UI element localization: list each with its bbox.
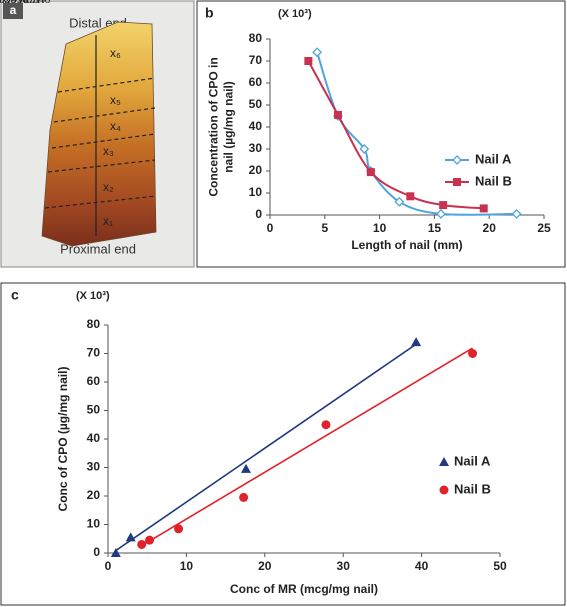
- x-axis-title: Conc of MR (mcg/mg nail): [230, 582, 378, 596]
- y-tick-label: 50: [87, 403, 101, 417]
- y-tick-label: 40: [249, 119, 263, 133]
- segment-label: x₂: [103, 180, 114, 194]
- multiplier: (X 10³): [278, 8, 312, 20]
- point: [125, 532, 136, 542]
- point: [174, 524, 184, 534]
- segment-label: x₁: [103, 214, 113, 228]
- segment-label: x₄: [110, 119, 121, 133]
- legend-marker: [453, 178, 461, 186]
- trendline-equation: y = 1.6436x - 4.517: [0, 0, 47, 6]
- y-tick-label: 20: [87, 488, 101, 502]
- trendline-r2: R² = 0.9894: [0, 0, 29, 6]
- point: [333, 110, 342, 119]
- point: [406, 192, 415, 201]
- x-tick-label: 20: [483, 221, 497, 235]
- y-tick-label: 80: [249, 31, 263, 45]
- point: [468, 349, 478, 358]
- point: [137, 539, 147, 549]
- y-tick-label: 0: [93, 545, 100, 559]
- y-tick-label: 10: [249, 185, 263, 199]
- panel-label-box: [3, 3, 23, 19]
- y-tick-label: 20: [249, 163, 263, 177]
- point: [110, 548, 121, 557]
- point: [240, 463, 251, 473]
- point: [359, 144, 370, 154]
- panel-frame: [196, 0, 566, 268]
- x-tick-label: 30: [337, 559, 351, 573]
- y-tick-label: 60: [87, 374, 101, 388]
- panel-label: c: [11, 287, 19, 303]
- x-tick-label: 0: [105, 559, 112, 573]
- x-tick-label: 40: [415, 559, 429, 573]
- x-tick-label: 0: [267, 221, 274, 235]
- point: [479, 204, 488, 213]
- x-tick-label: 10: [373, 221, 387, 235]
- multiplier: (X 10³): [76, 290, 110, 302]
- y-axis-title: nail (µg/mg nail): [222, 81, 236, 173]
- trendline-r2: R² = 0.9978: [0, 0, 29, 6]
- y-axis-title: Conc of CPO (µg/mg nail): [56, 367, 70, 512]
- y-axis-title: Concentration of CPO in: [207, 57, 221, 196]
- point: [145, 535, 155, 545]
- point: [312, 47, 323, 58]
- point: [304, 57, 313, 65]
- panel-label: a: [10, 3, 17, 17]
- x-tick-label: 5: [321, 221, 328, 235]
- point: [239, 492, 249, 502]
- y-tick-label: 0: [255, 207, 262, 221]
- segment-label: x₅: [110, 93, 121, 107]
- legend-marker: [452, 155, 462, 165]
- nail: [41, 21, 157, 247]
- trendline: [115, 343, 417, 552]
- y-tick-label: 10: [87, 517, 101, 531]
- x-tick-label: 50: [493, 559, 507, 573]
- legend-label: Nail B: [454, 481, 491, 496]
- x-tick-label: 25: [537, 221, 551, 235]
- point: [411, 337, 422, 347]
- x-tick-label: 20: [258, 559, 272, 573]
- segment-label: x₃: [103, 144, 114, 158]
- series-line: [307, 60, 484, 210]
- point: [439, 201, 448, 210]
- panel-label: b: [205, 5, 214, 21]
- trendline: [141, 347, 473, 547]
- y-tick-label: 70: [87, 346, 101, 360]
- segment-lines: [44, 77, 157, 209]
- point: [366, 168, 375, 177]
- x-tick-label: 15: [428, 221, 442, 235]
- point: [436, 208, 446, 219]
- x-axis-title: Length of nail (mm): [351, 238, 462, 252]
- y-tick-label: 50: [249, 97, 263, 111]
- y-tick-label: 40: [87, 431, 101, 445]
- x-tick-label: 10: [180, 559, 194, 573]
- legend-marker: [439, 457, 449, 466]
- y-tick-label: 30: [87, 460, 101, 474]
- legend-label: Nail B: [475, 173, 512, 188]
- trendline-equation: y = 1.8906x - 1.0346: [0, 0, 50, 6]
- point: [511, 208, 522, 219]
- y-tick-label: 80: [87, 317, 101, 331]
- point: [394, 196, 405, 207]
- panel-frame: [0, 282, 566, 606]
- y-tick-label: 70: [249, 53, 263, 67]
- segment-label: x₆: [110, 46, 121, 60]
- y-tick-label: 30: [249, 141, 263, 155]
- y-tick-label: 60: [249, 75, 263, 89]
- point: [321, 420, 331, 430]
- legend-marker: [439, 485, 449, 495]
- legend-label: Nail A: [454, 453, 491, 468]
- photo-panel: a Distal end Proximal end x₆ x₅ x₄ x₃ x₂…: [0, 0, 195, 268]
- legend-label: Nail A: [475, 151, 512, 166]
